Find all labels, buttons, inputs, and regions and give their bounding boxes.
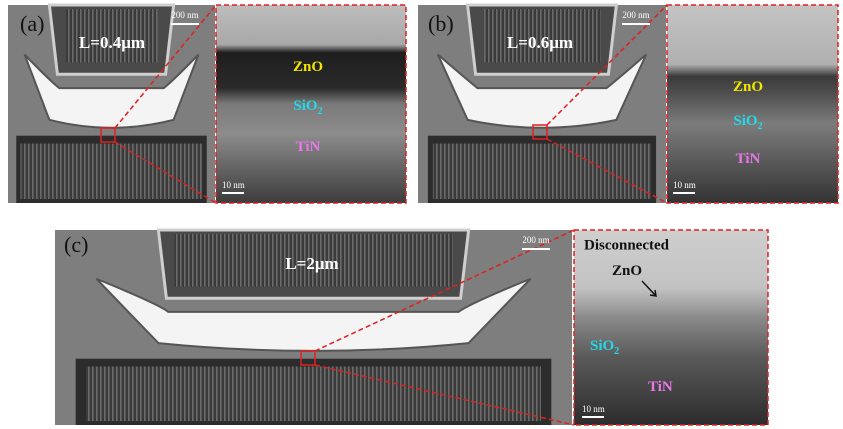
layer-label: TiN [648,379,673,395]
layer-label: ZnO [612,263,642,279]
zoom-scale-bar-label: 10 nm [582,404,605,414]
layer-label: ZnO [293,59,323,75]
layer-subscript: 2 [318,106,323,117]
panel-label: (b) [428,11,454,36]
layer-name: SiO [293,98,317,114]
bottom-electrode [20,144,202,199]
zoom-image [574,230,768,425]
bottom-electrode [433,144,651,199]
figure: (a)L=0.4μm200 nm10 nmZnOSiO2TiN(b)L=0.6μ… [0,0,843,429]
length-label: L=0.6μm [507,33,573,52]
scale-bar-label: 200 nm [622,10,649,20]
layer-name: TiN [296,139,321,155]
zoom-title: Disconnected [584,237,670,253]
layer-name: SiO [733,113,757,129]
scale-bar-label: 200 nm [522,235,549,245]
layer-name: ZnO [733,79,763,95]
panel: (c) L=2μm 200 nm 10 nm Disconnected ZnO SiO2 Ti… [55,230,768,425]
bottom-electrode [86,367,541,422]
layer-name: SiO [590,338,614,354]
zoom-scale-bar-label: 10 nm [673,180,696,190]
length-label: L=2μm [285,254,338,273]
layer-label: TiN [736,151,761,167]
layer-subscript: 2 [758,121,763,132]
zoom-image [667,5,838,203]
panel-label: (a) [20,11,44,36]
layer-name: ZnO [293,59,323,75]
layer-name: TiN [648,379,673,395]
layer-label: TiN [296,139,321,155]
layer-subscript: 2 [614,346,619,357]
layer-name: TiN [736,151,761,167]
panel-label: (c) [64,232,88,257]
panel: (a) L=0.4μm 200 nm 10 nm ZnO SiO2 TiN [8,5,406,203]
panel: (b) L=0.6μm 200 nm 10 nm ZnO SiO2 TiN [418,5,838,203]
layer-name: ZnO [612,263,642,279]
scale-bar-label: 200 nm [171,10,198,20]
zoom-scale-bar-label: 10 nm [222,180,245,190]
layer-label: ZnO [733,79,763,95]
length-label: L=0.4μm [79,33,145,52]
